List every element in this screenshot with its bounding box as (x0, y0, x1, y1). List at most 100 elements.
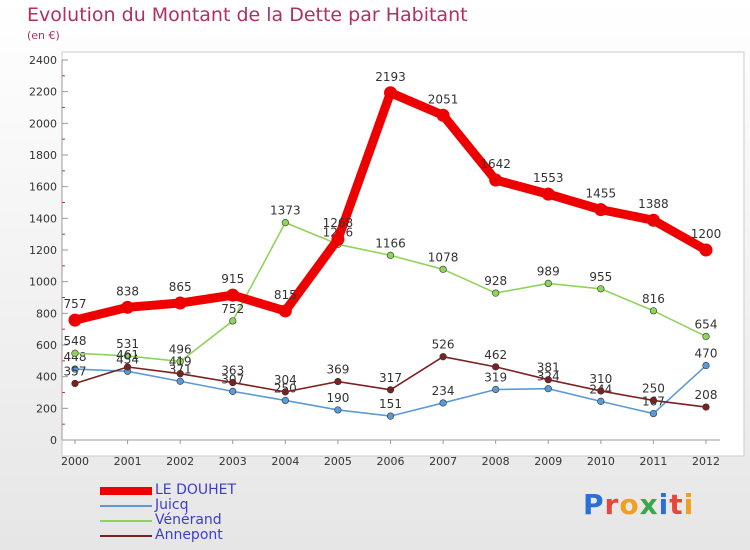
data-label: 1200 (691, 227, 722, 241)
x-tick-label: 2009 (534, 455, 562, 468)
data-label: 419 (169, 355, 192, 369)
data-label: 1078 (428, 250, 459, 264)
legend-label: LE DOUHET (155, 482, 237, 498)
data-label: 1268 (323, 216, 354, 230)
proxiti-logo: Proxiti (583, 488, 694, 521)
legend-swatch (100, 486, 152, 495)
logo-letter: o (619, 488, 640, 521)
plot-area (61, 51, 745, 457)
y-tick-label: 1600 (29, 181, 57, 194)
data-point (386, 251, 395, 259)
data-point (384, 86, 397, 100)
data-label: 531 (116, 337, 139, 351)
data-label: 752 (221, 302, 244, 316)
x-tick-label: 2003 (219, 455, 247, 468)
data-point (281, 396, 289, 405)
y-tick-label: 1400 (29, 212, 57, 225)
data-point (699, 243, 713, 257)
data-label: 470 (695, 347, 718, 361)
legend-item: Vénérand (100, 513, 236, 528)
data-label: 369 (326, 363, 349, 377)
data-label: 357 (64, 364, 87, 378)
logo-letter: i (658, 488, 670, 521)
data-point (386, 412, 395, 420)
data-label: 915 (221, 272, 244, 286)
y-tick-label: 800 (36, 307, 57, 320)
data-point (702, 332, 710, 341)
data-point (594, 203, 608, 217)
legend-label: Vénérand (155, 512, 222, 528)
data-label: 989 (537, 264, 560, 278)
legend-item: LE DOUHET (100, 483, 236, 498)
legend-label: Juicq (155, 497, 189, 513)
x-tick-label: 2012 (692, 455, 720, 468)
logo-letter: t (669, 488, 684, 521)
data-point (176, 357, 184, 366)
data-point (121, 300, 135, 314)
data-label: 208 (695, 388, 718, 402)
data-label: 319 (484, 370, 507, 384)
data-label: 310 (589, 372, 612, 386)
data-point (492, 289, 500, 297)
data-label: 816 (642, 292, 665, 306)
data-point (597, 285, 605, 293)
data-point (334, 406, 342, 414)
data-point (489, 173, 503, 187)
data-point (436, 108, 450, 122)
data-label: 304 (274, 373, 297, 387)
data-label: 1373 (270, 204, 301, 218)
chart-subtitle: (en €) (27, 29, 60, 42)
data-point (123, 363, 132, 371)
data-label: 250 (642, 381, 665, 395)
data-label: 462 (484, 348, 507, 362)
data-point (229, 317, 237, 325)
data-label: 461 (116, 348, 139, 362)
data-point (226, 288, 240, 302)
data-label: 317 (379, 371, 402, 385)
data-point (176, 370, 184, 378)
data-label: 815 (274, 288, 297, 302)
y-tick-label: 400 (36, 371, 57, 384)
data-point (386, 386, 395, 394)
data-point (229, 387, 237, 395)
data-label: 363 (221, 364, 244, 378)
data-point (702, 403, 710, 411)
data-label: 1166 (375, 236, 406, 250)
legend-swatch (100, 534, 152, 537)
data-point (229, 378, 237, 387)
x-tick-label: 2002 (166, 455, 194, 468)
data-label: 526 (432, 338, 455, 352)
x-tick-label: 2007 (429, 455, 457, 468)
data-label: 1553 (533, 171, 564, 185)
data-point (649, 307, 658, 315)
data-point (439, 265, 447, 273)
logo-letter: i (683, 488, 695, 521)
data-point (439, 353, 447, 361)
x-tick-label: 2001 (114, 455, 142, 468)
chart-legend: LE DOUHET Juicq Vénérand Annepont (100, 483, 236, 543)
data-label: 190 (326, 391, 349, 405)
data-label: 928 (484, 274, 507, 288)
data-label: 2051 (428, 92, 459, 106)
data-label: 234 (432, 384, 455, 398)
data-point (71, 349, 79, 357)
y-tick-label: 1000 (29, 276, 57, 289)
y-tick-label: 2000 (29, 117, 57, 130)
y-tick-label: 2200 (29, 86, 57, 99)
data-point (492, 363, 500, 371)
y-tick-label: 1800 (29, 149, 57, 162)
legend-label: Annepont (155, 527, 223, 543)
data-point (597, 397, 605, 405)
data-label: 1642 (480, 157, 511, 171)
legend-swatch (100, 519, 152, 522)
data-point (544, 376, 552, 384)
data-point (278, 304, 292, 318)
legend-item: Juicq (100, 498, 236, 513)
y-tick-label: 0 (50, 434, 57, 447)
data-point (492, 385, 500, 394)
data-point (71, 379, 79, 388)
data-label: 955 (589, 270, 612, 284)
data-label: 2193 (375, 70, 406, 84)
x-tick-label: 2010 (587, 455, 615, 468)
